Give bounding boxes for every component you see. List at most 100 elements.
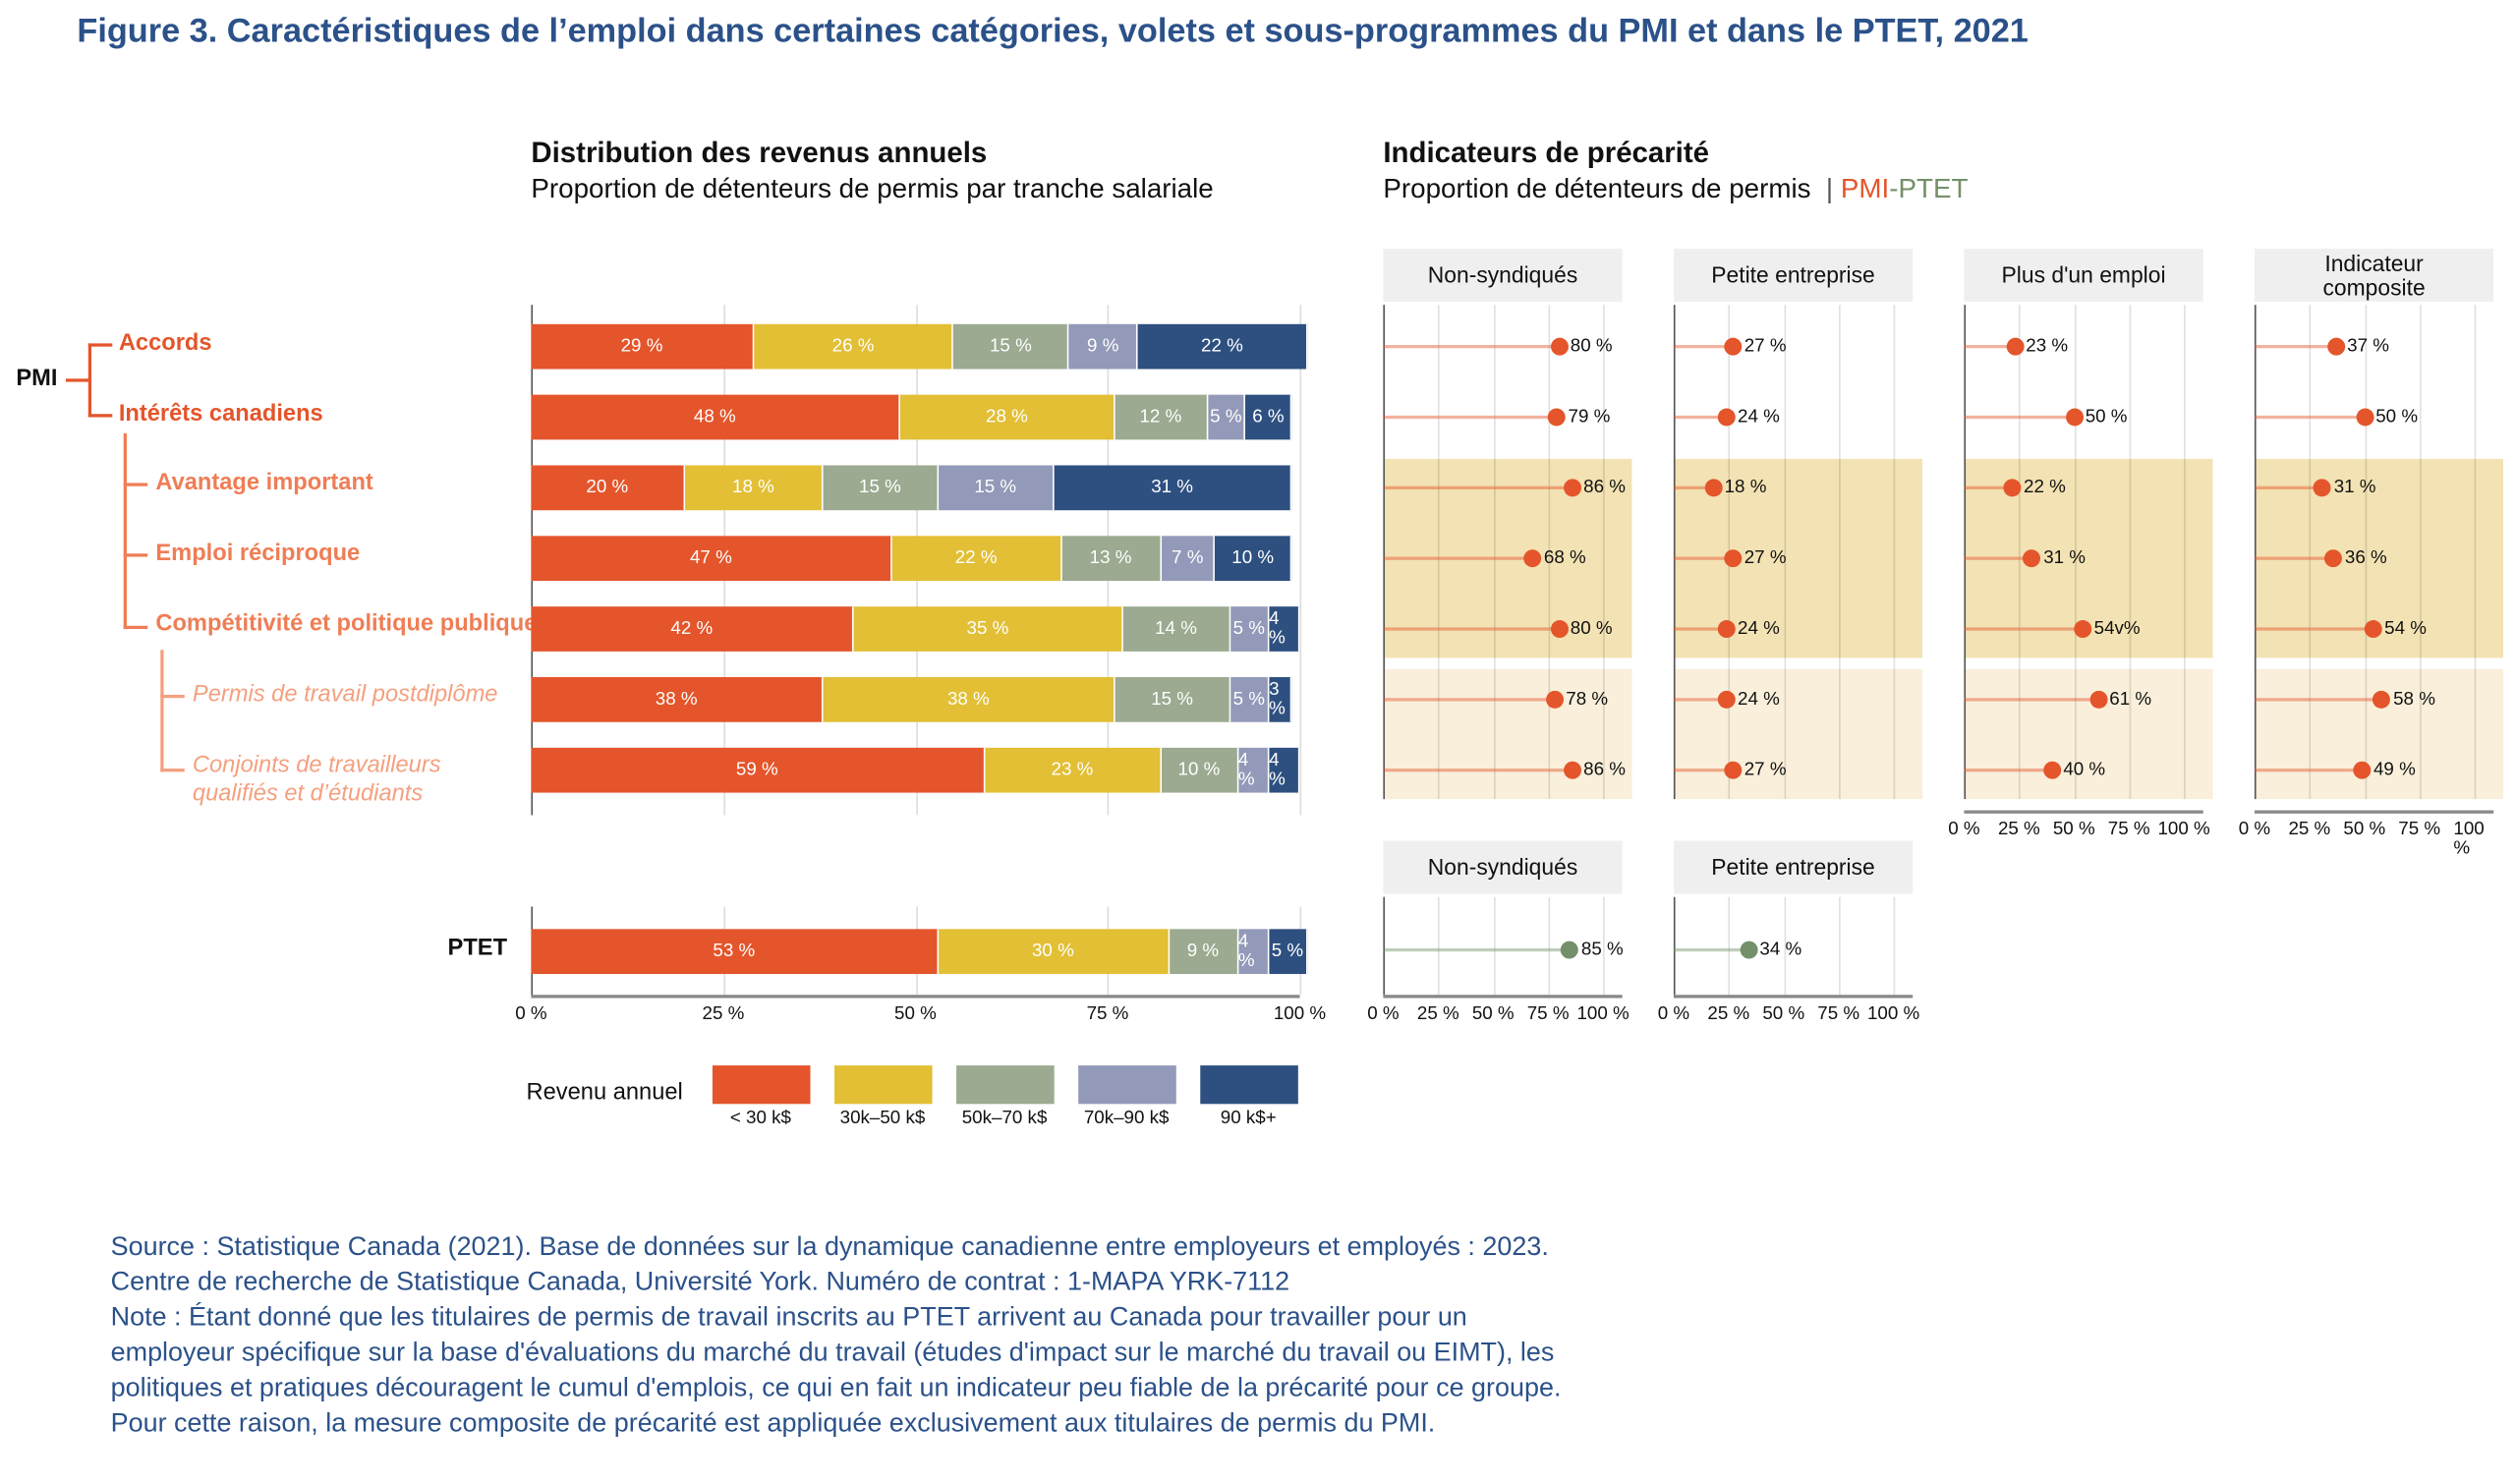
row-label-conjoints-1: Conjoints de travailleurs	[192, 752, 441, 778]
subtitle-ptet: PTET	[1898, 173, 1969, 204]
lollipop-label: 24 %	[1738, 619, 1780, 639]
x-tick-label: 0 %	[2238, 820, 2271, 839]
bar-segment: 20 %	[531, 465, 685, 511]
legend-swatch	[834, 1065, 933, 1105]
bar-segment: 48 %	[531, 394, 900, 440]
row-label-interets-canadiens: Intérêts canadiens	[118, 401, 323, 428]
lollipop-stem	[1964, 556, 2032, 560]
panel-left-axis	[1673, 896, 1676, 996]
highlight-band	[1383, 458, 1632, 658]
gridline	[1493, 896, 1495, 996]
bar-segment: 4 %	[1237, 929, 1270, 975]
x-tick-label: 25 %	[702, 1004, 745, 1024]
x-tick-label: 100 %	[1866, 1004, 1920, 1024]
lollipop-stem	[1673, 415, 1727, 420]
gridline	[1438, 896, 1440, 996]
figure-title: Figure 3. Caractéristiques de l’emploi d…	[77, 13, 2029, 50]
lollipop-label: 86 %	[1583, 760, 1626, 780]
gridline	[2184, 305, 2186, 800]
lollipop-label: 31 %	[2043, 548, 2086, 568]
lollipop-dot	[1724, 337, 1743, 356]
x-tick-label: 75 %	[2398, 820, 2441, 839]
lollipop-stem	[1383, 947, 1571, 952]
lollipop-label: 22 %	[2024, 478, 2066, 498]
lollipop-stem	[2254, 556, 2334, 560]
x-tick-label: 25 %	[1997, 820, 2040, 839]
lollipop-label: 54v%	[2093, 619, 2141, 639]
lollipop-dot	[1550, 337, 1569, 356]
x-tick-label: 25 %	[1707, 1004, 1750, 1024]
panel-header: Plus d'un emploi	[1964, 249, 2203, 302]
panel-left-axis	[1383, 896, 1386, 996]
lollipop-label: 80 %	[1570, 619, 1613, 639]
bar-segment: 30 %	[938, 929, 1170, 975]
lollipop-dot	[2003, 479, 2022, 497]
lollipop-dot	[1563, 761, 1581, 779]
bar-segment: 10 %	[1161, 747, 1238, 793]
group-label-ptet: PTET	[447, 935, 508, 961]
tree-connector	[87, 343, 113, 347]
bar-segment: 5 %	[1269, 929, 1308, 975]
lollipop-stem	[1673, 947, 1748, 952]
bar-segment: 15 %	[823, 465, 939, 511]
x-tick-label: 0 %	[1657, 1004, 1690, 1024]
gridline	[2474, 305, 2477, 800]
lollipop-stem	[1673, 485, 1714, 489]
legend-swatch	[712, 1065, 811, 1105]
tree-connector	[87, 343, 92, 418]
lollipop-stem	[1383, 415, 1558, 420]
gridline	[2364, 305, 2367, 800]
gridline	[1893, 896, 1896, 996]
x-tick-label: 0 %	[1367, 1004, 1400, 1024]
lollipop-dot	[1704, 479, 1723, 497]
bar-segment: 29 %	[531, 323, 755, 370]
lollipop-stem	[1673, 556, 1734, 560]
bar-segment: 18 %	[684, 465, 824, 511]
lollipop-dot	[2355, 408, 2373, 427]
lollipop-stem	[1383, 769, 1572, 772]
tree-connector	[160, 694, 185, 699]
lollipop-label: 54 %	[2384, 619, 2427, 639]
x-tick-label: 50 %	[1471, 1004, 1515, 1024]
right-chart-title: Indicateurs de précarité	[1383, 136, 1709, 169]
tree-connector	[123, 625, 148, 630]
lollipop-stem	[1964, 698, 2098, 702]
bar-segment: 22 %	[891, 536, 1062, 582]
lollipop-label: 27 %	[1744, 760, 1787, 780]
lollipop-label: 36 %	[2344, 548, 2387, 568]
tree-connector	[123, 553, 148, 557]
bar-segment: 10 %	[1215, 536, 1292, 582]
x-axis	[2254, 810, 2494, 814]
bar-segment: 26 %	[754, 323, 954, 370]
gridline	[1893, 305, 1896, 800]
lollipop-dot	[2324, 549, 2343, 568]
lollipop-stem	[1383, 345, 1560, 349]
lollipop-label: 58 %	[2393, 690, 2435, 710]
bar-segment: 4 %	[1269, 606, 1300, 652]
lollipop-label: 27 %	[1744, 548, 1787, 568]
lollipop-dot	[1563, 479, 1581, 497]
note-line: Note : Étant donné que les titulaires de…	[110, 1302, 1562, 1438]
lollipop-stem	[1964, 769, 2052, 772]
lollipop-dot	[2074, 620, 2092, 638]
subtitle-text: Proportion de détenteurs de permis	[1383, 173, 1811, 204]
bar-segment: 12 %	[1115, 394, 1208, 440]
lollipop-stem	[1383, 485, 1572, 489]
gridline	[2074, 305, 2076, 800]
lollipop-dot	[2065, 408, 2084, 427]
bar-segment: 23 %	[984, 747, 1162, 793]
gridline	[1603, 896, 1605, 996]
lollipop-dot	[2364, 620, 2382, 638]
lollipop-stem	[2254, 769, 2363, 772]
row-label-accords: Accords	[118, 330, 212, 357]
bar-segment: 59 %	[531, 747, 985, 793]
legend-swatch	[956, 1065, 1055, 1105]
panel-header-line: Indicateur	[2324, 249, 2424, 276]
x-tick-label: 50 %	[1762, 1004, 1805, 1024]
lollipop-label: 24 %	[1738, 407, 1780, 428]
x-axis	[1383, 995, 1623, 999]
lollipop-dot	[1548, 408, 1567, 427]
lollipop-dot	[2314, 479, 2332, 497]
gridline	[2019, 305, 2021, 800]
